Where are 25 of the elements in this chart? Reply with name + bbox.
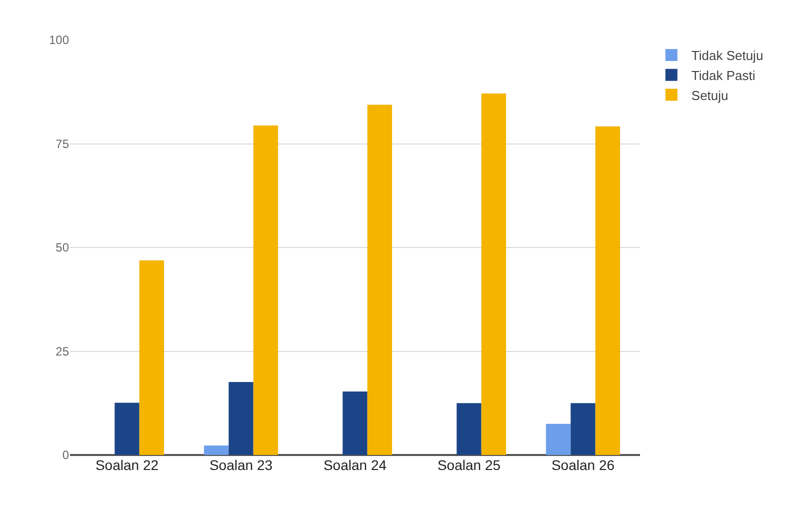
bar [481, 94, 506, 455]
x-tick-label: Soalan 22 [95, 457, 159, 473]
bar [204, 445, 229, 455]
y-tick-label: 50 [56, 240, 70, 255]
x-tick-label: Soalan 26 [551, 457, 615, 473]
bar [253, 125, 278, 455]
legend-label: Tidak Pasti [691, 68, 756, 83]
x-tick-label: Soalan 23 [209, 457, 273, 473]
bar [595, 126, 620, 455]
bar [228, 382, 254, 455]
x-tick-label: Soalan 24 [323, 457, 387, 473]
legend-label: Setuju [691, 88, 728, 103]
bar [342, 392, 368, 455]
x-tick-label: Soalan 25 [437, 457, 501, 473]
bar [570, 403, 596, 455]
bar [367, 104, 392, 455]
bar [546, 424, 571, 455]
y-tick-label: 25 [56, 344, 70, 358]
y-tick-label: 0 [62, 448, 70, 462]
legend-label: Tidak Setuju [691, 48, 764, 64]
bar [114, 402, 140, 455]
bar [139, 260, 164, 455]
y-tick-label: 75 [56, 136, 70, 151]
y-tick-label: 100 [48, 33, 70, 48]
bar [456, 403, 482, 455]
